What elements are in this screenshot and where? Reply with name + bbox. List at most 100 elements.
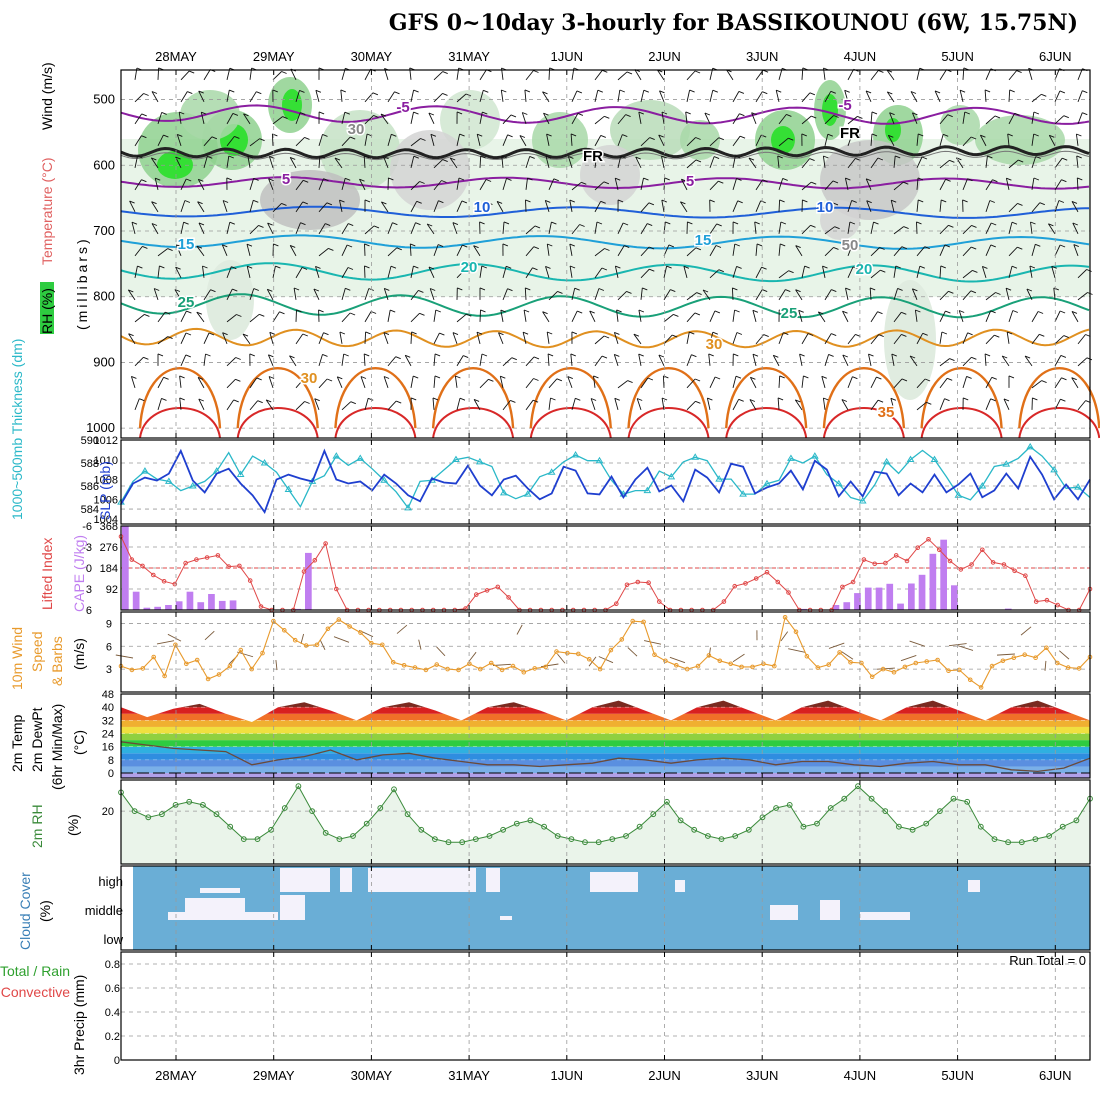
temp-unit-label: (°C) [71,730,87,755]
wind-barb [1076,177,1079,190]
wind-barb-flag [435,309,441,313]
wind-barb-flag [438,200,444,204]
wind-barb-flag [691,354,697,358]
wind-barb-flag [1009,89,1015,93]
wind-barb [203,156,208,168]
wind-barb-flag [917,177,924,181]
wind-barb [359,178,366,191]
wind-barb-flag [718,137,724,141]
lifted-index-series-marker [151,572,156,578]
wind-barb-flag [533,70,539,73]
wind10m-barb [780,631,789,642]
wind-barb-flag [888,134,894,138]
wind-barb [1008,70,1017,81]
wind-barb [433,309,437,322]
wind-barb [246,266,251,278]
wind-barb [634,69,642,81]
wind-barb [567,376,573,389]
wind-speed-label: Speed [29,632,45,672]
wind-barb [870,376,877,389]
wind-barb-flag [1041,380,1047,384]
thickness-series-marker [188,482,197,489]
wind-barb [658,354,665,367]
wind-barb [751,112,757,125]
wind-barb-flag [266,399,272,403]
wind-barb [777,397,780,410]
wind-barb-flag [786,113,792,117]
cape-bar [1004,608,1012,610]
wind-barb [203,69,211,81]
lifted-index-series-marker [958,567,964,572]
wind-barb-flag [940,265,946,269]
lifted-index-series-marker [506,595,511,600]
wind-barb [824,180,834,191]
wind-barb [180,222,185,234]
wind-barb [985,155,988,168]
wind-barb [822,397,826,410]
wind-barb [640,178,644,190]
wind-barb [525,70,534,81]
wind-barb [1071,377,1079,389]
thickness-series-marker [452,455,460,463]
wind-barb [267,222,274,235]
wind-barb-flag [506,265,512,269]
wind-barb-flag [948,290,954,294]
wind-barb [617,134,623,147]
wind-barb [569,244,573,256]
wind-barb-flag [776,89,782,93]
wind10m-series-marker [1065,665,1071,670]
contour-label: -5 [838,97,851,114]
slp-series [120,448,1091,515]
bottom-date-axis: 28MAY 29MAY 30MAY 31MAY 1JUN 2JUN 3JUN 4JUN 5JUN… [155,1068,1071,1083]
wind10m-barb [115,654,134,659]
wind-barb [962,178,968,191]
wind-barb [334,157,343,169]
wind-barb [755,179,763,191]
wind-barb-flag [498,332,504,336]
wind-barb-flag [852,266,859,270]
wind-barb [500,89,504,102]
wind-barb-flag [959,310,965,313]
thickness-series [120,446,1091,510]
wind-barb-flag [963,397,969,401]
wind-barb-flag [734,309,740,313]
wind-barb [868,354,872,366]
wind-barb [732,399,740,411]
wind-barb-flag [1077,177,1083,181]
wind-barb-flag [748,157,755,161]
wind10m-series-marker [880,666,886,672]
wind-barb [939,114,949,125]
date-label-bottom: 30MAY [351,1068,393,1083]
wind-barb-flag [1016,70,1022,74]
wind-barb-flag [878,69,884,73]
temp-tick-label: 32 [102,715,114,727]
thickness-series-marker [380,476,389,483]
wind-barb-flag [735,375,742,379]
lifted-index-series-marker [614,601,619,607]
wind-barb [289,157,297,169]
rh2m-series-marker [718,836,725,842]
wind-barb [794,399,803,411]
wind-barb-flag [648,202,655,206]
wind-barb [1054,355,1062,367]
wind-barb [364,398,369,410]
wind-barb-flag [176,244,182,248]
wind-barb-flag [801,133,807,137]
wind-barb [456,313,467,323]
temp-band [121,740,1090,747]
wind-barb-flag [799,353,805,357]
wind10m-series-marker [989,663,995,669]
wind-barb-flag [739,135,746,139]
contour-label: 15 [695,232,712,249]
cape-bar [843,602,851,610]
thickness-series-marker [739,490,747,497]
wind10m-series-marker [586,656,592,662]
run-total-label: Run Total = 0 [1009,953,1086,968]
wind-barb [525,225,536,235]
wind-barb-flag [463,355,469,359]
wind-barb [635,156,642,169]
rh2m-label: 2m RH [29,804,45,848]
wind-barb [157,311,166,323]
wind-barb [226,399,235,411]
wind-barb [341,312,351,323]
